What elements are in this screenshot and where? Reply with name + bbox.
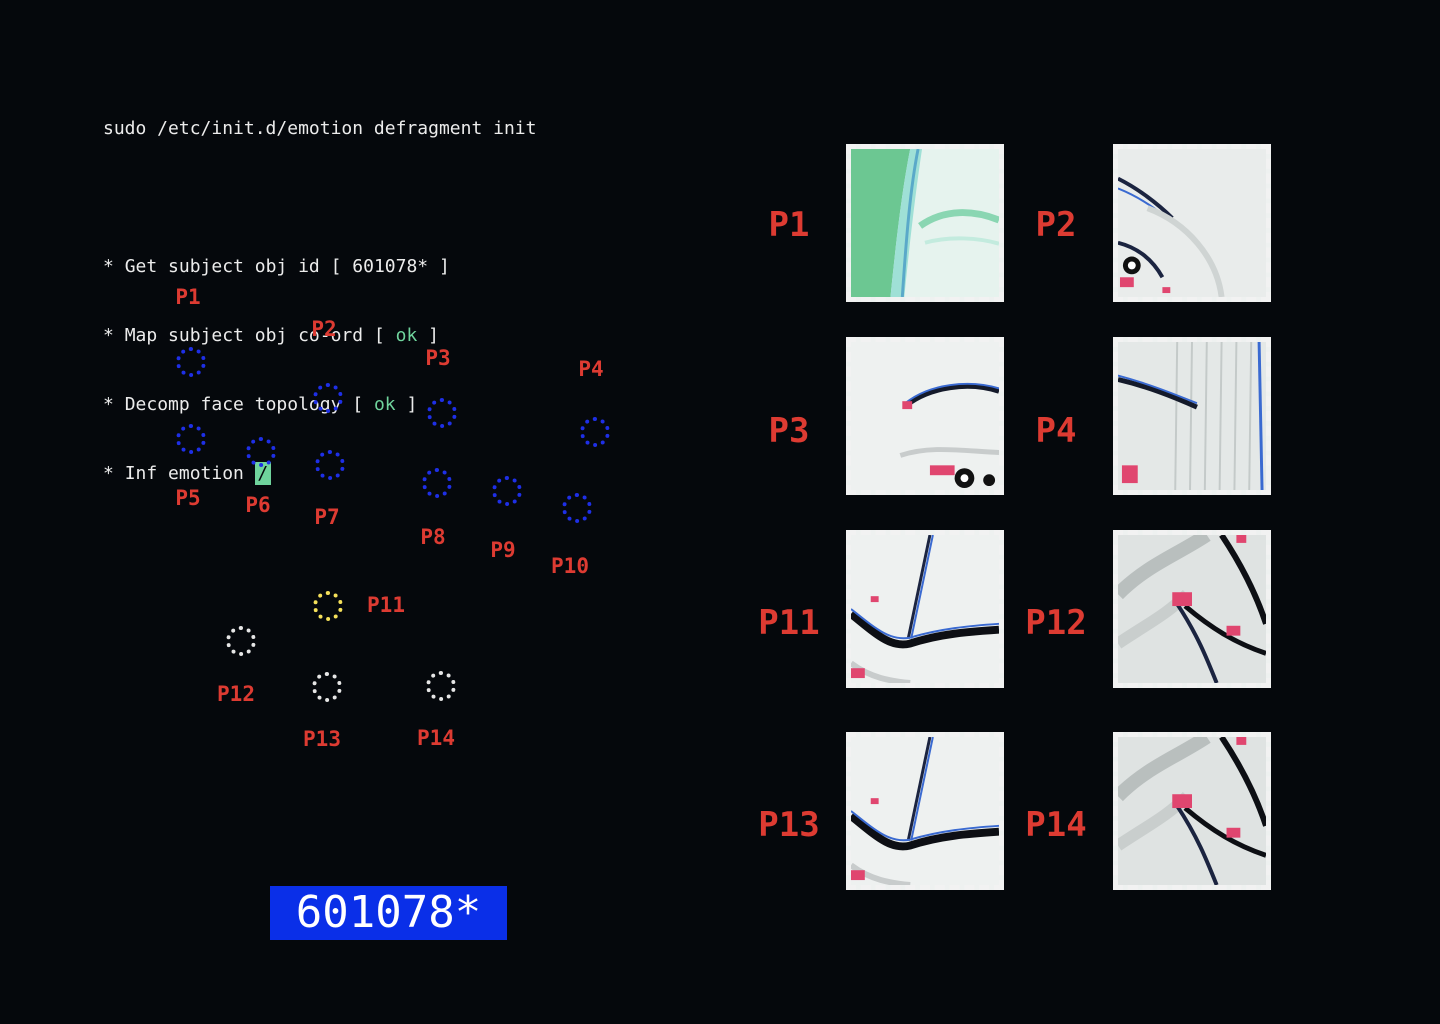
landmark-point-p2[interactable]: [313, 383, 343, 413]
landmark-point-p1[interactable]: [176, 347, 206, 377]
patch-label-p4: P4: [1035, 411, 1077, 451]
patch-thumbnail-p1[interactable]: [846, 144, 1004, 302]
patch-thumbnail-p3[interactable]: [846, 337, 1004, 495]
patch-thumbnail-p14[interactable]: [1113, 732, 1271, 890]
landmark-label-p7: P7: [314, 505, 340, 529]
bullet: *: [103, 256, 114, 277]
landmark-point-p13[interactable]: [312, 672, 342, 702]
line-text: Map subject obj co-ord [: [124, 325, 396, 346]
landmark-point-p14[interactable]: [426, 671, 456, 701]
patch-label-p2: P2: [1035, 205, 1077, 245]
landmark-label-p1: P1: [175, 285, 201, 309]
landmark-point-p8[interactable]: [422, 468, 452, 498]
landmark-label-p4: P4: [578, 357, 604, 381]
line-close: ]: [417, 325, 439, 346]
bullet: *: [103, 463, 114, 484]
landmark-label-p6: P6: [245, 493, 271, 517]
line-text: Get subject obj id [: [124, 256, 353, 277]
patch-thumbnail-p4[interactable]: [1113, 337, 1271, 495]
patch-thumbnail-p13[interactable]: [846, 732, 1004, 890]
landmark-label-p9: P9: [490, 538, 516, 562]
landmark-label-p13: P13: [303, 727, 341, 751]
patch-label-p1: P1: [768, 205, 810, 245]
terminal-command: sudo /etc/init.d/emotion defragment init: [103, 118, 537, 139]
landmark-label-p3: P3: [425, 346, 451, 370]
terminal-line: * Inf emotion /: [103, 462, 536, 485]
patch-label-p12: P12: [1025, 603, 1087, 643]
patch-thumbnail-p2[interactable]: [1113, 144, 1271, 302]
landmark-label-p14: P14: [417, 726, 455, 750]
spinner-cursor: /: [254, 462, 271, 485]
landmark-point-p12[interactable]: [226, 626, 256, 656]
subject-id-status: 601078*: [352, 256, 429, 277]
landmark-point-p7[interactable]: [315, 450, 345, 480]
landmark-point-p5[interactable]: [176, 424, 206, 454]
patch-label-p13: P13: [758, 805, 820, 845]
ok-status: ok: [373, 394, 396, 415]
patch-thumbnail-p12[interactable]: [1113, 530, 1271, 688]
line-close: ]: [428, 256, 450, 277]
patch-label-p3: P3: [768, 411, 810, 451]
line-text: Inf emotion: [124, 463, 255, 484]
terminal-line: * Map subject obj co-ord [ ok ]: [103, 324, 536, 347]
patch-label-p14: P14: [1025, 805, 1087, 845]
landmark-label-p2: P2: [311, 317, 337, 341]
landmark-label-p11: P11: [367, 593, 405, 617]
landmark-label-p8: P8: [420, 525, 446, 549]
subject-id-badge: 601078*: [270, 886, 507, 940]
landmark-point-p3[interactable]: [427, 398, 457, 428]
ok-status: ok: [395, 325, 418, 346]
line-close: ]: [395, 394, 418, 415]
bullet: *: [103, 394, 114, 415]
landmark-point-p6[interactable]: [246, 437, 276, 467]
patch-label-p11: P11: [758, 603, 820, 643]
bullet: *: [103, 325, 114, 346]
patch-thumbnail-p11[interactable]: [846, 530, 1004, 688]
landmark-label-p12: P12: [217, 682, 255, 706]
landmark-point-p11[interactable]: [313, 591, 343, 621]
landmark-point-p4[interactable]: [580, 417, 610, 447]
landmark-label-p5: P5: [175, 486, 201, 510]
terminal-output: sudo /etc/init.d/emotion defragment init…: [103, 71, 536, 508]
landmark-point-p9[interactable]: [492, 476, 522, 506]
landmark-point-p10[interactable]: [562, 493, 592, 523]
landmark-label-p10: P10: [551, 554, 589, 578]
terminal-line: * Get subject obj id [ 601078* ]: [103, 255, 536, 278]
